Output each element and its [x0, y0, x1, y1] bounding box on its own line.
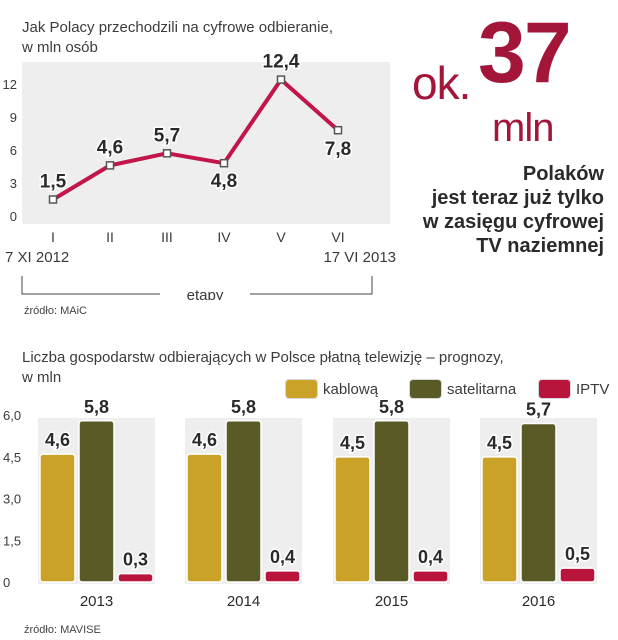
- line-series: [51, 77, 340, 202]
- line-x-tick: III: [161, 229, 173, 245]
- legend-label-satelitarna: satelitarna: [447, 380, 517, 398]
- line-chart-title-line1: Jak Polacy przechodzili na cyfrowe odbie…: [22, 19, 333, 36]
- start-date: 7 XI 2012: [5, 249, 69, 266]
- bar-kablowa: [186, 453, 223, 583]
- line-y-tick: 9: [10, 110, 17, 125]
- bar-value-label: 4,5: [340, 433, 365, 453]
- headline-line-1: Polaków: [522, 163, 604, 185]
- line-x-tick: I: [51, 229, 55, 245]
- line-point: [48, 195, 58, 204]
- line-point: [276, 75, 286, 84]
- bar-category-label: 2013: [80, 593, 113, 610]
- bar-value-label: 4,6: [45, 430, 70, 450]
- legend-swatch-iptv: [539, 380, 570, 398]
- bar-iptv: [559, 567, 596, 583]
- legend-swatch-kablowa: [286, 380, 317, 398]
- line-y-tick: 3: [10, 176, 17, 191]
- headline-text: Polaków jest teraz już tylko w zasięgu c…: [423, 162, 604, 258]
- line-point: [105, 161, 115, 170]
- bar-value-label: 4,5: [487, 433, 512, 453]
- line-point: [333, 125, 343, 135]
- bar-category-label: 2015: [375, 593, 408, 610]
- headline-prefix: ok.: [412, 57, 471, 109]
- bar-kablowa: [481, 456, 518, 583]
- legend-swatch-satelitarna: [410, 380, 441, 398]
- bar-value-label: 4,6: [192, 430, 217, 450]
- line-y-tick: 0: [10, 209, 17, 224]
- legend-satelitarna: satelitarna: [410, 380, 516, 398]
- line-value-label: 1,5: [40, 172, 67, 193]
- headline-line-3: w zasięgu cyfrowej: [422, 211, 604, 233]
- bar-chart-title-line1: Liczba gospodarstw odbierających w Polsc…: [22, 349, 504, 366]
- bar-satelitarna: [225, 420, 262, 583]
- line-chart-title-line2: w mln osób: [22, 39, 98, 56]
- bar-value-label: 5,8: [84, 400, 109, 417]
- bar-y-tick: 6,0: [3, 408, 21, 423]
- legend-label-iptv: IPTV: [576, 380, 610, 398]
- bar-satelitarna: [520, 422, 557, 583]
- line-chart-source: źródło: MAiC: [24, 305, 87, 317]
- line-point: [162, 149, 172, 158]
- line-value-label: 12,4: [263, 52, 300, 73]
- line-x-tick: VI: [331, 229, 344, 245]
- bar-y-tick: 3,0: [3, 492, 21, 507]
- line-x-tick: V: [276, 229, 286, 245]
- line-value-label: 5,7: [154, 125, 180, 146]
- bar-y-tick: 0: [3, 575, 10, 590]
- x-axis-title: etapy: [187, 287, 224, 300]
- line-value-label: 4,6: [97, 137, 123, 158]
- bar-category-label: 2016: [522, 593, 555, 610]
- bar-y-tick: 4,5: [3, 450, 21, 465]
- bar-value-label: 5,7: [526, 400, 551, 420]
- line-point: [219, 158, 229, 168]
- line-x-tick: II: [106, 229, 114, 245]
- line-y-tick: 12: [3, 77, 17, 92]
- legend-kablowa: kablową: [286, 380, 378, 398]
- bar-chart: 0 1,5 3,0 4,5 6,0 4,6 5,8 0,3 4,6 5,8 0,4 4,5 5,8 0,…: [3, 400, 597, 610]
- bar-kablowa: [39, 453, 76, 583]
- bar-satelitarna: [78, 420, 115, 583]
- bar-value-label: 0,4: [418, 547, 443, 567]
- bar-y-tick: 1,5: [3, 533, 21, 548]
- line-y-tick: 6: [10, 143, 17, 158]
- line-chart-panel: [22, 62, 390, 224]
- bar-value-label: 0,4: [270, 547, 295, 567]
- headline-line-2: jest teraz już tylko: [431, 187, 604, 209]
- bar-value-label: 0,5: [565, 544, 590, 564]
- bar-value-label: 5,8: [379, 400, 404, 417]
- bar-chart-source: źródło: MAVISE: [24, 624, 101, 636]
- bar-value-label: 0,3: [123, 550, 148, 570]
- bar-category-label: 2014: [227, 593, 260, 610]
- headline-unit: mln: [492, 106, 554, 150]
- headline-line-4: TV naziemnej: [476, 235, 604, 257]
- line-x-tick: IV: [217, 229, 231, 245]
- bar-kablowa: [334, 456, 371, 583]
- bar-iptv: [412, 570, 449, 583]
- bar-chart-title-line2: w mln: [22, 369, 62, 386]
- bar-iptv: [117, 572, 154, 583]
- legend-iptv: IPTV: [539, 380, 609, 398]
- headline-number: 37: [478, 5, 572, 101]
- bar-satelitarna: [373, 420, 410, 583]
- stages-bracket: [21, 276, 373, 295]
- end-date: 17 VI 2013: [323, 249, 396, 266]
- legend-label-kablowa: kablową: [323, 380, 379, 398]
- bar-value-label: 5,8: [231, 400, 256, 417]
- line-value-label: 4,8: [211, 171, 237, 192]
- line-value-label: 7,8: [325, 139, 351, 160]
- bar-iptv: [264, 570, 301, 583]
